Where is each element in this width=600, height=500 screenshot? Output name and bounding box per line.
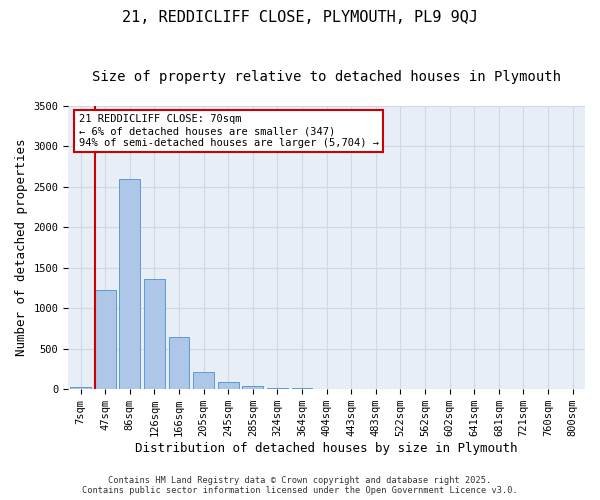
Bar — [70, 387, 91, 389]
Bar — [144, 279, 165, 389]
Bar — [218, 382, 239, 389]
Text: 21 REDDICLIFF CLOSE: 70sqm
← 6% of detached houses are smaller (347)
94% of semi: 21 REDDICLIFF CLOSE: 70sqm ← 6% of detac… — [79, 114, 379, 148]
Bar — [95, 290, 116, 389]
Text: 21, REDDICLIFF CLOSE, PLYMOUTH, PL9 9QJ: 21, REDDICLIFF CLOSE, PLYMOUTH, PL9 9QJ — [122, 10, 478, 25]
Title: Size of property relative to detached houses in Plymouth: Size of property relative to detached ho… — [92, 70, 561, 84]
Bar — [242, 386, 263, 389]
Bar — [292, 388, 313, 389]
Bar — [119, 179, 140, 389]
Bar — [267, 388, 288, 389]
X-axis label: Distribution of detached houses by size in Plymouth: Distribution of detached houses by size … — [136, 442, 518, 455]
Bar — [169, 338, 190, 389]
Y-axis label: Number of detached properties: Number of detached properties — [15, 139, 28, 356]
Text: Contains HM Land Registry data © Crown copyright and database right 2025.
Contai: Contains HM Land Registry data © Crown c… — [82, 476, 518, 495]
Bar — [193, 372, 214, 389]
